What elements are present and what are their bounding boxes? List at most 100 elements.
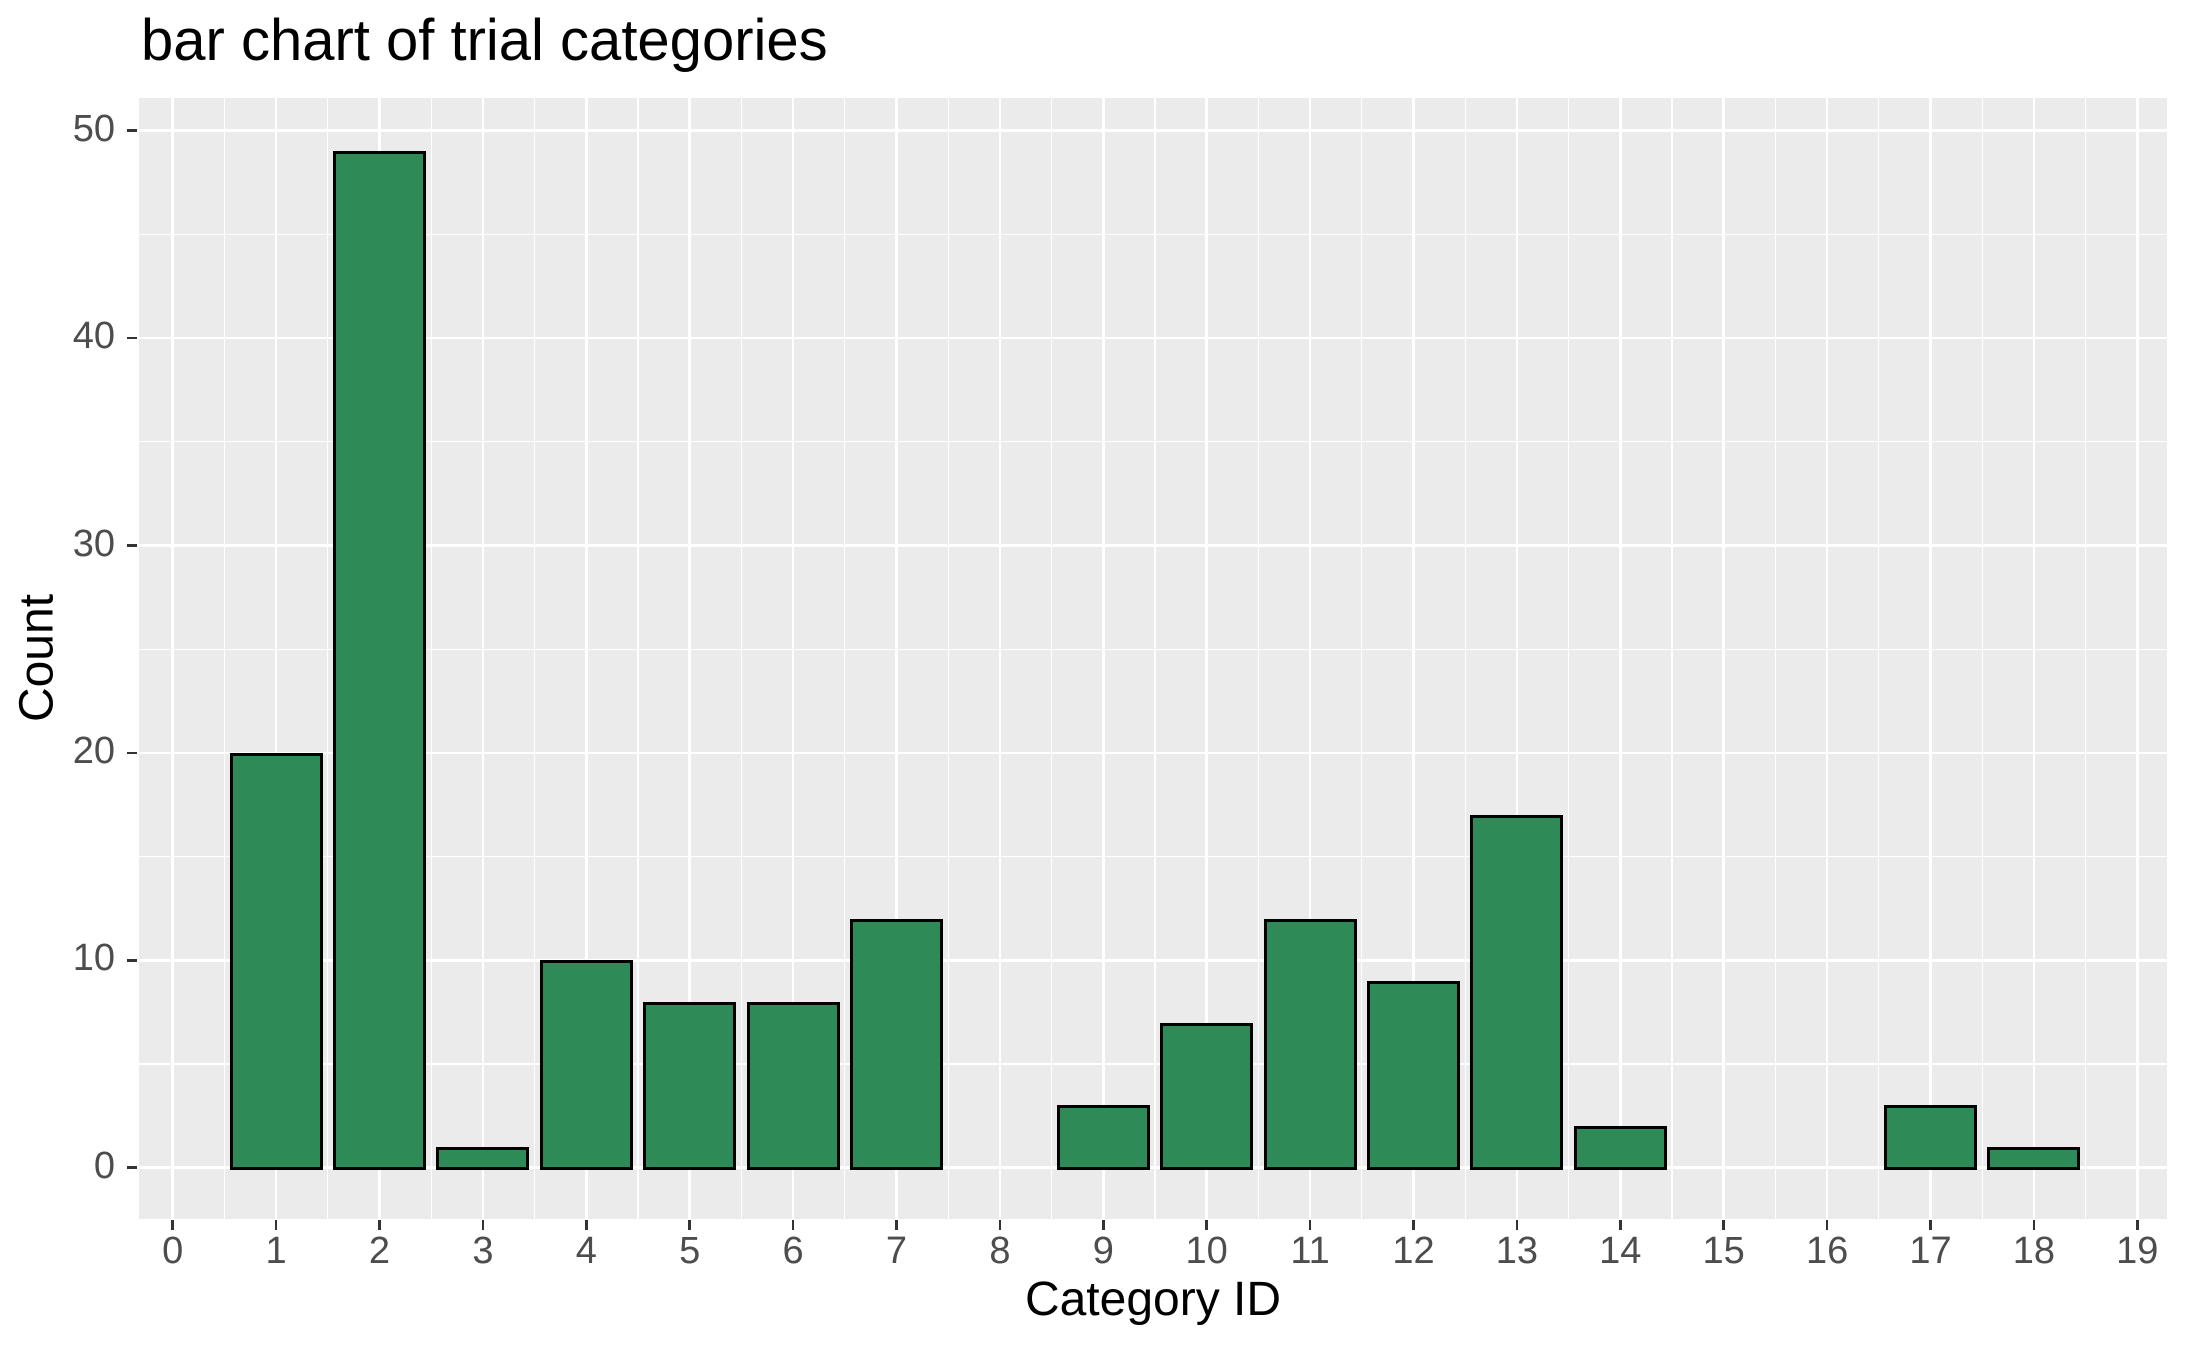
x-tick-mark (1102, 1220, 1105, 1230)
major-gridline-vertical (1102, 98, 1105, 1219)
y-tick-mark (127, 129, 137, 132)
y-tick-label: 40 (72, 315, 115, 358)
y-tick-mark (127, 959, 137, 962)
minor-gridline-vertical (533, 98, 536, 1219)
major-gridline-horizontal (139, 1166, 2167, 1169)
x-tick-label: 9 (1092, 1230, 1114, 1272)
bar-category-12 (1367, 981, 1460, 1170)
x-tick-label: 18 (2012, 1230, 2056, 1272)
major-gridline-vertical (1515, 98, 1519, 1219)
minor-gridline-vertical (430, 98, 432, 1219)
minor-gridline-vertical (2084, 98, 2087, 1219)
x-axis-title: Category ID (1024, 1273, 1282, 1326)
x-tick-label: 12 (1392, 1230, 1435, 1272)
y-tick-label: 50 (72, 107, 115, 150)
minor-gridline-vertical (1361, 98, 1363, 1219)
x-tick-label: 2 (368, 1230, 391, 1272)
x-tick-label: 0 (162, 1230, 184, 1272)
x-tick-label: 4 (575, 1230, 597, 1272)
x-tick-label: 10 (1185, 1230, 1228, 1272)
major-gridline-vertical (1825, 98, 1829, 1219)
bar-category-9 (1056, 1105, 1150, 1170)
bar-category-7 (850, 918, 943, 1170)
bar-category-2 (333, 151, 426, 1170)
x-tick-mark (2136, 1220, 2139, 1230)
x-tick-label: 3 (472, 1230, 494, 1272)
x-tick-mark (274, 1220, 278, 1230)
x-tick-mark (1825, 1220, 1829, 1230)
x-tick-mark (688, 1220, 691, 1230)
x-tick-label: 6 (782, 1230, 804, 1272)
bar-category-5 (643, 1001, 737, 1170)
x-tick-label: 13 (1495, 1230, 1539, 1272)
major-gridline-vertical (2032, 98, 2036, 1219)
x-tick-mark (998, 1220, 1002, 1230)
x-tick-mark (1308, 1220, 1312, 1230)
major-gridline-horizontal (139, 336, 2167, 340)
x-tick-mark (171, 1220, 174, 1230)
major-gridline-vertical (1205, 98, 1208, 1219)
y-tick-label: 20 (72, 729, 115, 772)
major-gridline-vertical (791, 98, 795, 1219)
major-gridline-vertical (1929, 98, 1932, 1219)
x-tick-mark (895, 1220, 898, 1230)
x-tick-mark (481, 1220, 485, 1230)
major-gridline-horizontal (139, 959, 2167, 962)
minor-gridline-horizontal (139, 855, 2167, 858)
bar-category-6 (746, 1001, 840, 1170)
minor-gridline-vertical (637, 98, 639, 1219)
major-gridline-vertical (1412, 98, 1415, 1219)
minor-gridline-vertical (1050, 98, 1053, 1219)
y-tick-mark (127, 336, 137, 340)
minor-gridline-vertical (1981, 98, 1983, 1219)
y-tick-label: 10 (72, 937, 115, 980)
minor-gridline-vertical (223, 98, 226, 1219)
bar-category-11 (1263, 918, 1357, 1170)
minor-gridline-vertical (327, 98, 329, 1219)
bar-category-10 (1160, 1022, 1254, 1170)
bar-category-3 (436, 1146, 530, 1170)
y-tick-label: 0 (93, 1144, 115, 1187)
x-tick-mark (1619, 1220, 1622, 1230)
major-gridline-vertical (585, 98, 588, 1219)
bar-category-14 (1573, 1126, 1667, 1170)
y-tick-mark (127, 1166, 137, 1169)
bar-category-4 (539, 960, 633, 1170)
x-tick-label: 11 (1290, 1230, 1330, 1272)
x-tick-label: 14 (1599, 1230, 1642, 1272)
minor-gridline-horizontal (139, 233, 2167, 236)
minor-gridline-vertical (1464, 98, 1466, 1219)
minor-gridline-vertical (1257, 98, 1260, 1219)
bar-category-13 (1470, 815, 1564, 1170)
x-tick-mark (1722, 1220, 1725, 1230)
minor-gridline-vertical (1878, 98, 1880, 1219)
minor-gridline-horizontal (139, 441, 2167, 443)
x-tick-mark (1515, 1220, 1519, 1230)
x-tick-label: 17 (1909, 1230, 1952, 1272)
x-tick-label: 16 (1805, 1230, 1849, 1272)
minor-gridline-vertical (947, 98, 949, 1219)
minor-gridline-horizontal (139, 648, 2167, 650)
x-tick-label: 15 (1702, 1230, 1745, 1272)
bar-category-18 (1987, 1146, 2081, 1170)
x-tick-mark (2032, 1220, 2036, 1230)
minor-gridline-vertical (740, 98, 743, 1219)
x-tick-label: 8 (989, 1230, 1011, 1272)
major-gridline-horizontal (139, 544, 2167, 547)
minor-gridline-vertical (1567, 98, 1570, 1219)
major-gridline-vertical (2136, 98, 2139, 1219)
major-gridline-vertical (274, 98, 278, 1219)
x-tick-label: 7 (885, 1230, 908, 1272)
minor-gridline-vertical (844, 98, 846, 1219)
x-tick-label: 19 (2116, 1230, 2159, 1272)
major-gridline-vertical (895, 98, 898, 1219)
major-gridline-vertical (481, 98, 485, 1219)
major-gridline-vertical (171, 98, 174, 1219)
bar-category-1 (229, 752, 323, 1170)
plot-panel (139, 98, 2167, 1219)
minor-gridline-vertical (1774, 98, 1777, 1219)
major-gridline-vertical (688, 98, 691, 1219)
y-axis-title: Count (10, 593, 64, 723)
x-tick-mark (1205, 1220, 1208, 1230)
